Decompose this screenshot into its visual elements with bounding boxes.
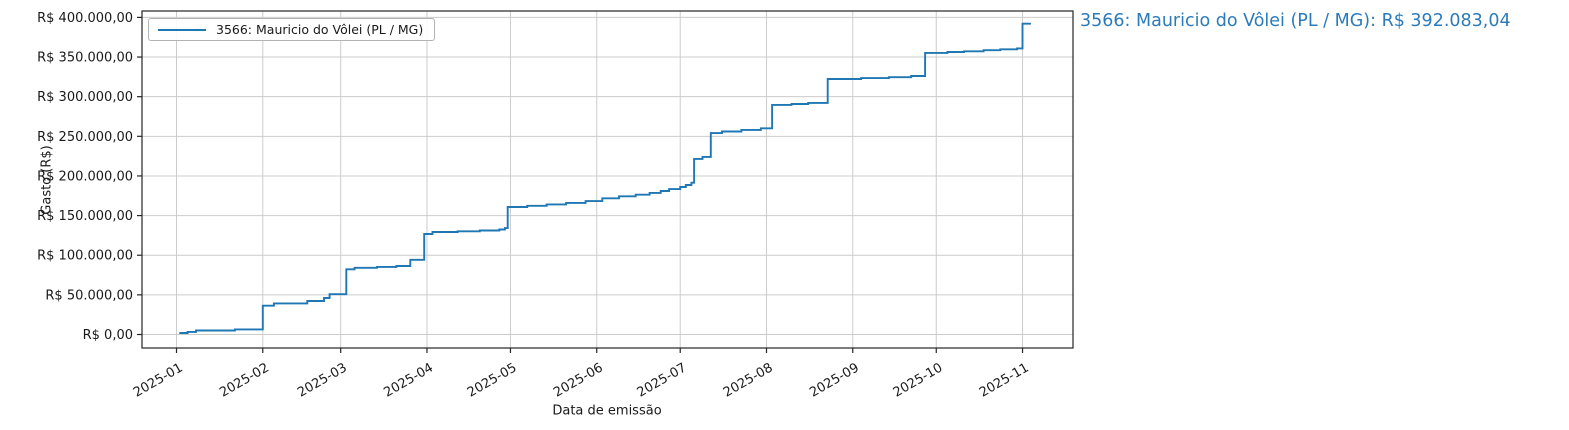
- x-tick-label: 2025-02: [217, 360, 272, 400]
- gridlines: [142, 11, 1073, 348]
- x-tick-label: 2025-11: [977, 360, 1032, 400]
- y-tick-label: R$ 300.000,00: [37, 90, 133, 105]
- y-tick-label: R$ 0,00: [83, 328, 133, 343]
- series-step-line: [179, 22, 1031, 334]
- chart-legend: 3566: Mauricio do Vôlei (PL / MG): [148, 18, 436, 41]
- tick-marks: [137, 16, 1024, 353]
- x-tick-label: 2025-01: [131, 360, 186, 400]
- x-tick-label: 2025-03: [295, 360, 350, 400]
- x-tick-label: 2025-04: [381, 360, 436, 400]
- y-tick-label: R$ 200.000,00: [37, 169, 133, 184]
- plot-border: [141, 10, 1074, 349]
- y-tick-label: R$ 100.000,00: [37, 249, 133, 264]
- y-tick-label: R$ 350.000,00: [37, 51, 133, 66]
- x-tick-label: 2025-10: [891, 360, 946, 400]
- x-axis-label: Data de emissão: [552, 403, 662, 419]
- x-tick-label: 2025-05: [465, 360, 520, 400]
- y-tick-label: R$ 250.000,00: [37, 130, 133, 145]
- x-tick-label: 2025-07: [635, 360, 690, 400]
- legend-label: 3566: Mauricio do Vôlei (PL / MG): [216, 22, 424, 37]
- series-total-annotation: 3566: Mauricio do Vôlei (PL / MG): R$ 39…: [1080, 11, 1511, 31]
- x-tick-label: 2025-06: [551, 360, 606, 400]
- y-tick-label: R$ 150.000,00: [37, 209, 133, 224]
- y-tick-label: R$ 400.000,00: [37, 11, 133, 26]
- x-tick-label: 2025-08: [721, 360, 776, 400]
- x-tick-label: 2025-09: [807, 360, 862, 400]
- legend-line-swatch: [158, 28, 206, 31]
- y-axis-label: Gasto (R$): [39, 145, 55, 215]
- y-tick-label: R$ 50.000,00: [45, 288, 133, 303]
